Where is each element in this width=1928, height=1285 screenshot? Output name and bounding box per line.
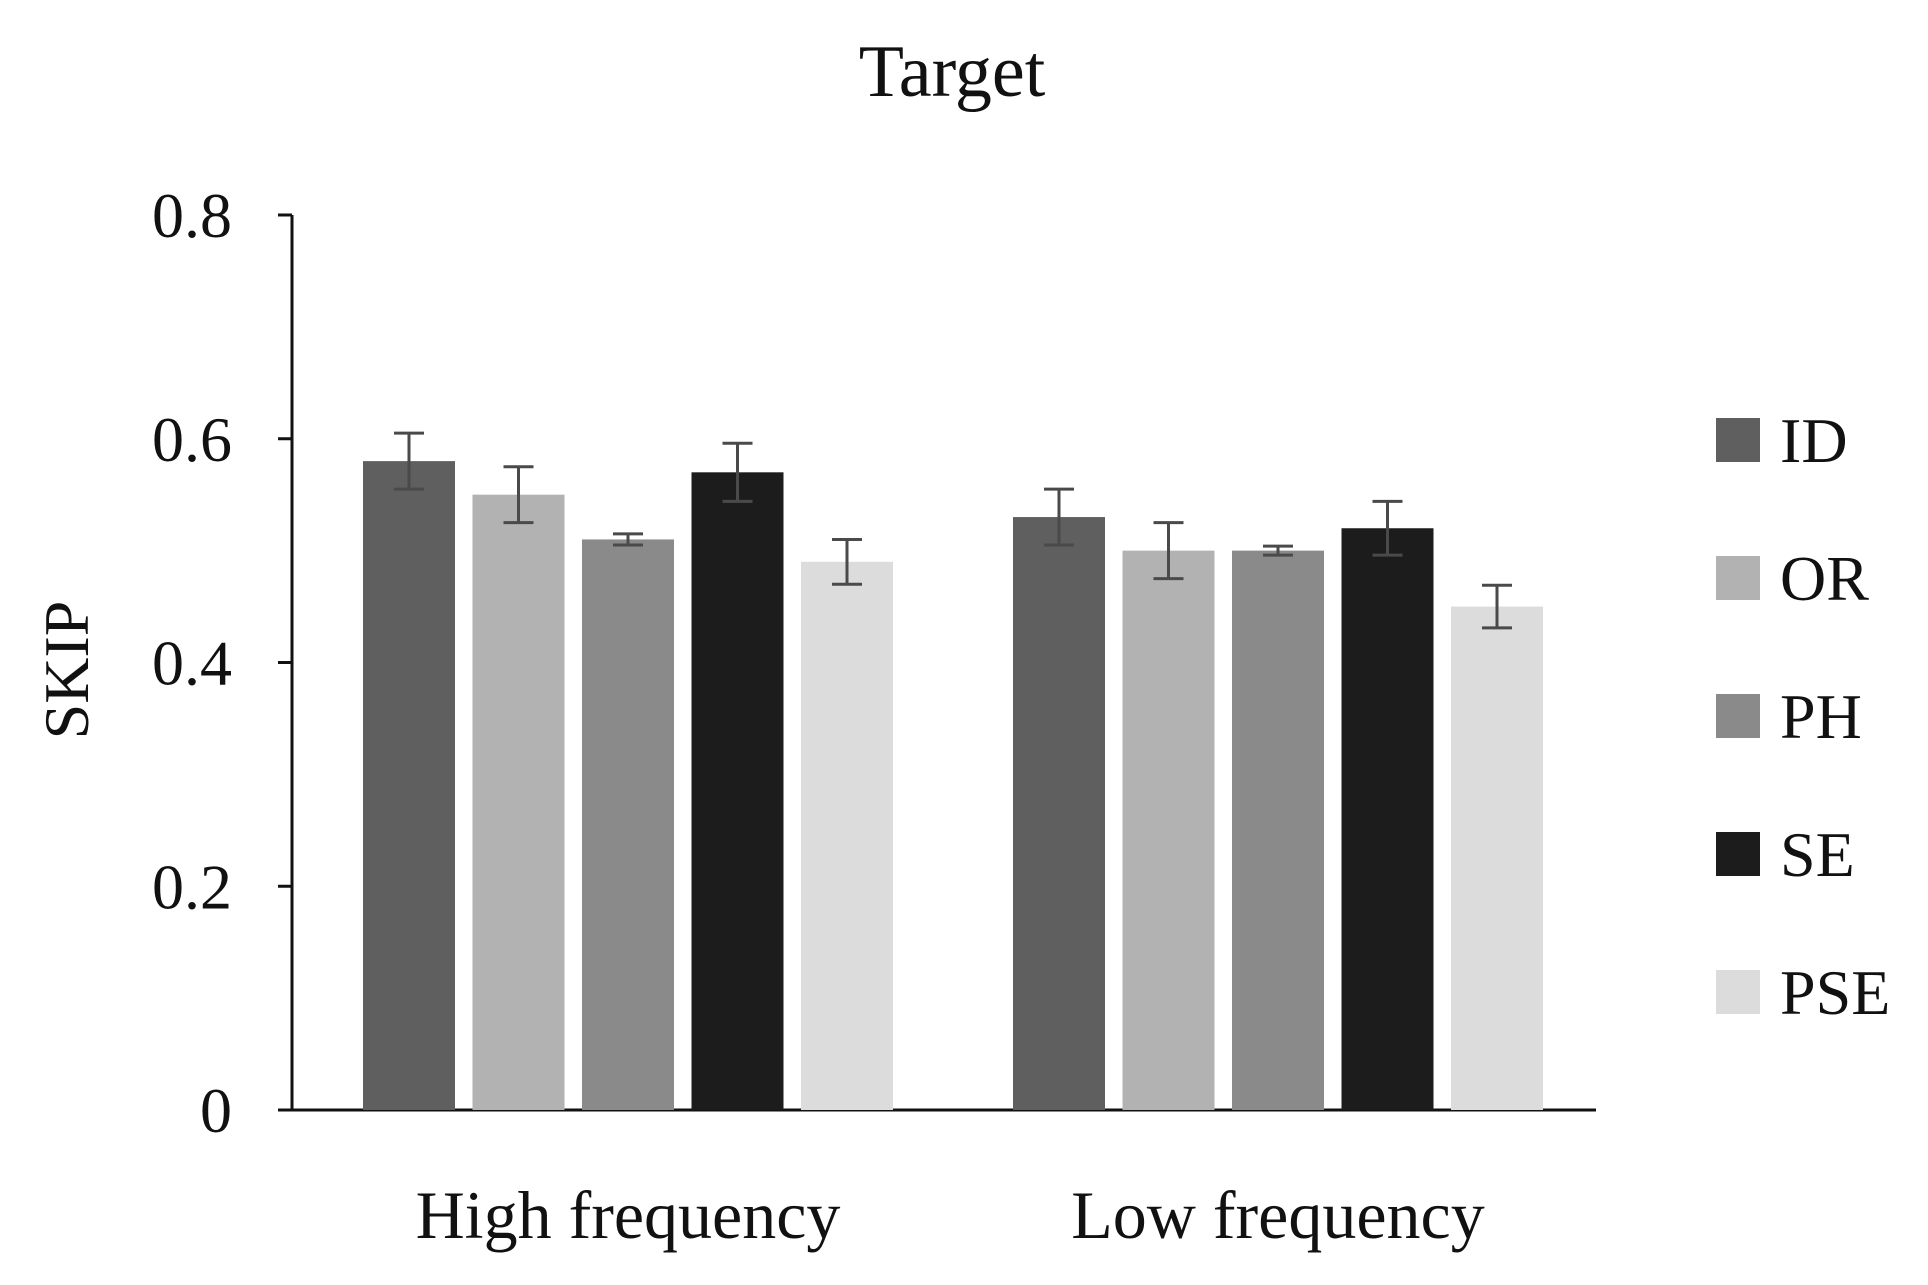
legend-label-pse: PSE (1780, 957, 1890, 1028)
legend: ID OR PH SE PSE (1716, 405, 1890, 1028)
legend-swatch-id (1716, 418, 1760, 462)
bar-or-high (472, 494, 565, 1110)
x-category-label: High frequency (416, 1177, 841, 1253)
legend-label-id: ID (1780, 405, 1848, 476)
bar-id-low (1013, 517, 1105, 1110)
y-tick-label: 0.8 (152, 180, 232, 251)
chart-title: Target (859, 31, 1046, 113)
x-category-label: Low frequency (1071, 1177, 1484, 1253)
axes: 0 0.2 0.4 0.6 0.8 High frequency Low frequency (152, 180, 1596, 1253)
legend-label-se: SE (1780, 819, 1855, 890)
error-bars (394, 431, 1512, 630)
legend-swatch-ph (1716, 694, 1760, 738)
legend-swatch-se (1716, 832, 1760, 876)
y-axis-label: SKIP (31, 601, 102, 740)
y-tick-label: 0 (200, 1075, 232, 1146)
bar-pse-low (1451, 606, 1543, 1110)
bar-se-low (1341, 528, 1434, 1110)
bar-or-low (1122, 550, 1215, 1110)
legend-label-ph: PH (1780, 681, 1862, 752)
bar-ph-high (582, 539, 674, 1110)
legend-swatch-pse (1716, 970, 1760, 1014)
bars (363, 461, 1543, 1110)
legend-swatch-or (1716, 556, 1760, 600)
bar-id-high (363, 461, 455, 1110)
y-tick-label: 0.2 (152, 851, 232, 922)
bar-ph-low (1232, 550, 1324, 1110)
legend-label-or: OR (1780, 543, 1869, 614)
bar-se-high (691, 472, 784, 1110)
y-tick-label: 0.4 (152, 628, 232, 699)
bar-pse-high (801, 561, 893, 1110)
y-tick-label: 0.6 (152, 404, 232, 475)
